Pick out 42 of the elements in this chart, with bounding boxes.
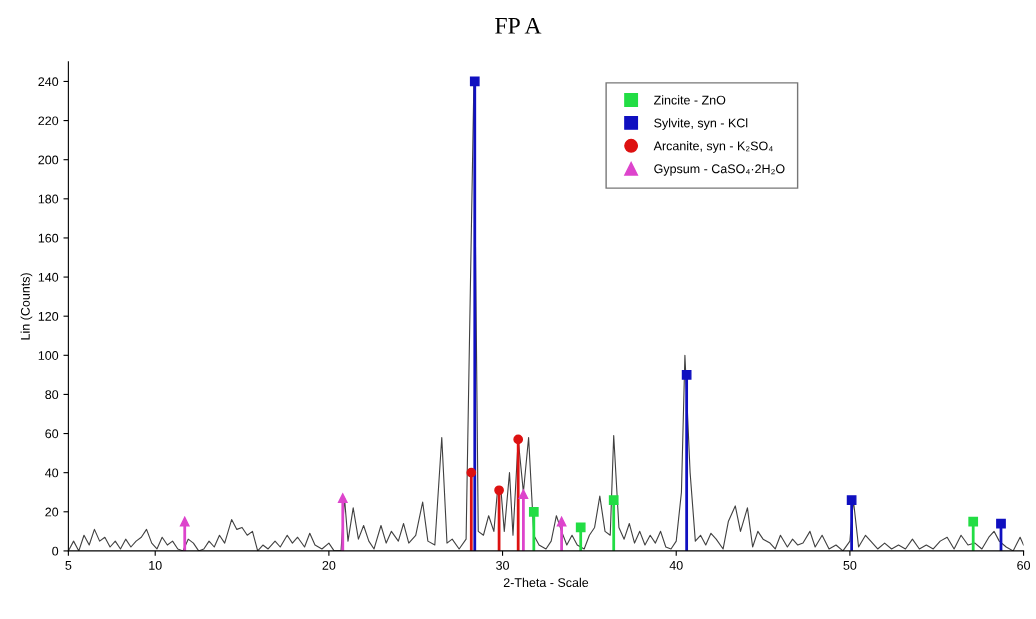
y-tick-label: 60 (45, 429, 59, 439)
legend-label: Zincite - ZnO (654, 95, 726, 105)
y-tick-label: 180 (38, 194, 59, 204)
point (846, 495, 857, 505)
point (996, 518, 1006, 529)
point (556, 516, 567, 527)
x-tick-label: 10 (149, 560, 162, 570)
y-tick-label: 80 (45, 390, 59, 400)
x-tick-label: 5 (65, 561, 72, 570)
point (469, 76, 480, 87)
x-tick-label: 40 (669, 560, 683, 570)
point (608, 495, 619, 505)
x-tick-label: 20 (322, 560, 336, 570)
y-tick-label: 120 (38, 311, 59, 321)
y-tick-label: 40 (45, 468, 59, 478)
y-tick-label: 200 (38, 155, 59, 165)
point (494, 485, 504, 496)
chart-title: FP A (495, 17, 542, 34)
y-tick-label: 20 (45, 507, 59, 517)
legend-label: Gypsum - CaSO₄·2H₂O (654, 164, 785, 176)
x-tick-label: 60 (1017, 560, 1031, 570)
point (513, 434, 524, 445)
point (528, 506, 539, 517)
x-tick-label: 30 (496, 560, 510, 570)
point (968, 516, 979, 527)
point (466, 467, 477, 478)
point (518, 489, 529, 500)
legend-label: Sylvite, syn - KCl (654, 118, 748, 130)
y-tick-label: 140 (38, 272, 59, 282)
x-tick-label: 50 (843, 560, 857, 570)
x-axis-title: 2-Theta - Scale (503, 577, 589, 588)
y-tick-label: 240 (38, 77, 59, 87)
legend-label: Arcanite, syn - K₂SO₄ (653, 141, 773, 153)
y-tick-label: 100 (38, 351, 59, 360)
y-tick-label: 160 (38, 233, 59, 243)
y-tick-label: 220 (38, 116, 59, 126)
point (681, 370, 692, 380)
point (337, 493, 348, 503)
point (575, 522, 586, 533)
y-tick-label: 0 (52, 546, 59, 556)
point (179, 516, 190, 527)
y-axis-title: Lin (Counts) (20, 273, 33, 340)
